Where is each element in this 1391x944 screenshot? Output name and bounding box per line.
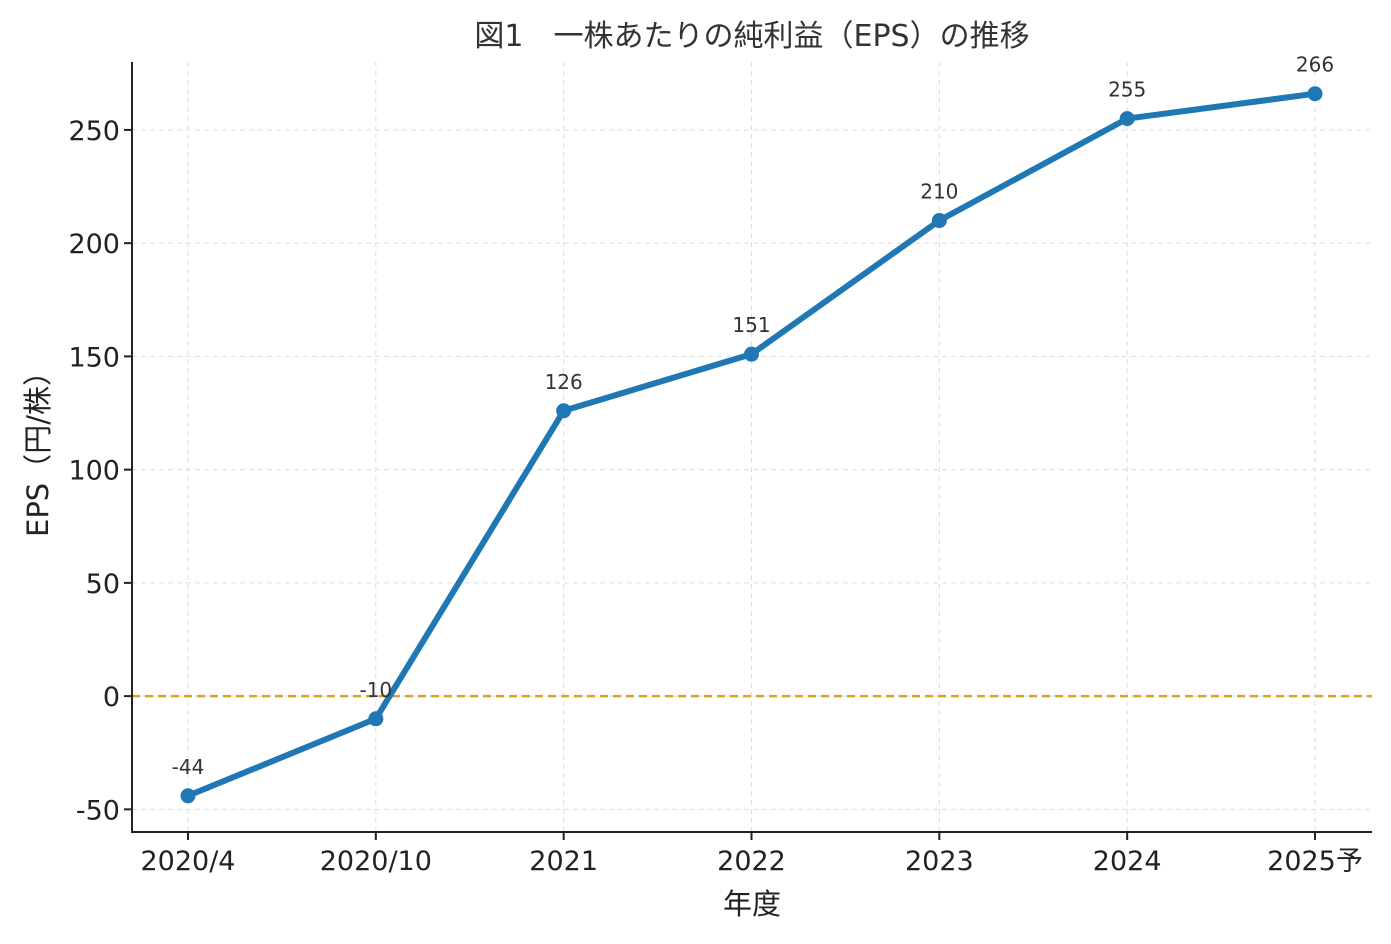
y-tick-label: 0 [103, 682, 120, 713]
y-tick-label: 250 [68, 116, 120, 147]
data-labels: -44 -10 126 151 210 255 266 [172, 53, 1334, 779]
grid-layer [132, 62, 1372, 832]
data-point [180, 788, 196, 804]
x-tick-label: 2024 [1093, 846, 1162, 877]
chart-title: 図1 一株あたりの純利益（EPS）の推移 [474, 19, 1029, 54]
data-label: 126 [545, 370, 583, 394]
y-tick-label: 100 [68, 456, 120, 487]
y-tick-label: -50 [76, 795, 120, 826]
data-point [556, 403, 572, 419]
data-label: -10 [359, 678, 392, 702]
data-point [1307, 86, 1323, 102]
x-tick-label: 2022 [717, 846, 786, 877]
data-point [368, 711, 384, 727]
x-tick-label: 2021 [529, 846, 598, 877]
data-label: 266 [1296, 53, 1334, 77]
data-label: 255 [1108, 78, 1146, 102]
x-tick-label: 2023 [905, 846, 974, 877]
y-axis-title: EPS（円/株） [21, 357, 55, 537]
y-tick-label: 200 [68, 229, 120, 260]
y-axis-ticks: -50 0 50 100 150 200 250 [68, 116, 132, 826]
data-points [180, 86, 1323, 804]
y-tick-label: 50 [86, 569, 120, 600]
data-label: 210 [920, 180, 958, 204]
data-point [1119, 111, 1135, 127]
x-axis-ticks: 2020/4 2020/10 2021 2022 2023 2024 2025予 [141, 832, 1363, 877]
x-axis-title: 年度 [723, 887, 781, 921]
data-point [931, 213, 947, 229]
y-tick-label: 150 [68, 342, 120, 373]
x-tick-label: 2020/4 [141, 846, 236, 877]
data-label: 151 [732, 313, 770, 337]
data-label: -44 [172, 755, 205, 779]
x-tick-label: 2020/10 [320, 846, 432, 877]
x-tick-label: 2025予 [1267, 846, 1363, 877]
data-point [744, 346, 759, 362]
